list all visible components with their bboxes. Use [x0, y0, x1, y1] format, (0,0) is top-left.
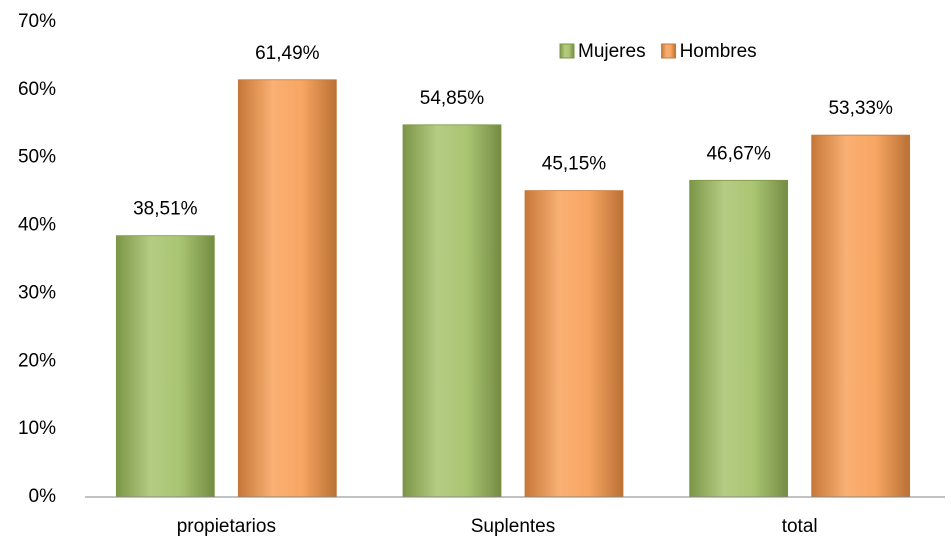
y-tick-label: 60%	[18, 79, 56, 100]
y-tick-label: 20%	[18, 350, 56, 371]
bar	[689, 179, 789, 498]
bar	[115, 235, 215, 498]
bar	[402, 124, 502, 498]
x-tick-label: propietarios	[177, 516, 276, 537]
y-tick-label: 70%	[18, 11, 56, 32]
bar	[811, 134, 911, 498]
legend-label: Mujeres	[578, 41, 646, 62]
legend-label: Hombres	[680, 41, 757, 62]
bar	[524, 190, 624, 498]
value-label: 54,85%	[420, 88, 485, 109]
legend-swatch	[661, 43, 677, 59]
value-label: 46,67%	[706, 143, 771, 164]
value-label: 45,15%	[542, 154, 607, 175]
y-tick-label: 50%	[18, 147, 56, 168]
legend-swatch	[559, 43, 575, 59]
bar	[237, 79, 337, 498]
value-label: 61,49%	[255, 43, 320, 64]
value-label: 38,51%	[133, 199, 198, 220]
y-tick-label: 30%	[18, 282, 56, 303]
y-tick-label: 10%	[18, 418, 56, 439]
y-tick-label: 0%	[29, 486, 57, 507]
value-label: 53,33%	[828, 98, 893, 119]
x-tick-label: total	[782, 516, 818, 537]
y-tick-label: 40%	[18, 215, 56, 236]
x-tick-label: Suplentes	[471, 516, 556, 537]
